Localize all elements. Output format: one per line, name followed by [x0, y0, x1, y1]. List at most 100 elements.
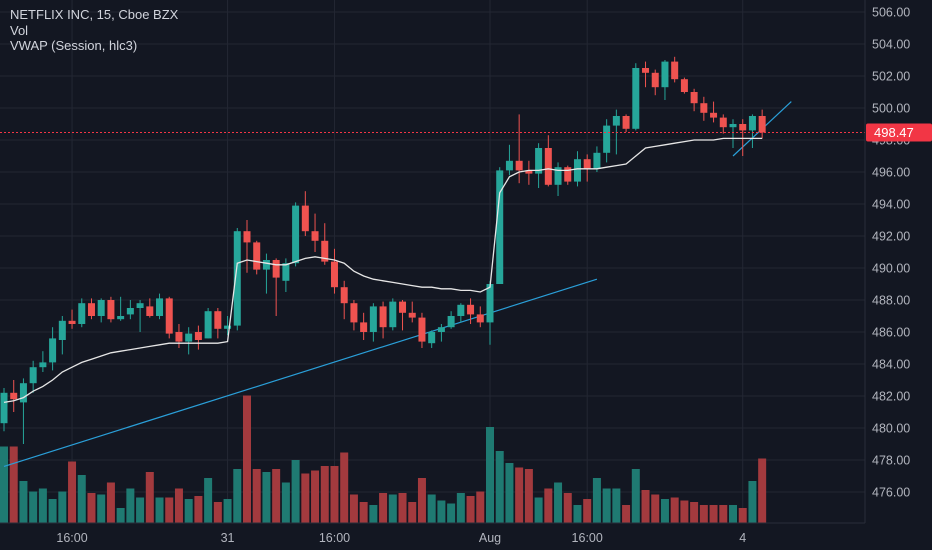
- volume-bar: [38, 488, 47, 523]
- candle-body: [389, 301, 397, 328]
- volume-bar: [349, 494, 358, 523]
- volume-bar: [213, 502, 222, 523]
- candle-body: [58, 320, 66, 340]
- volume-bar: [680, 500, 689, 523]
- candle-body: [272, 260, 280, 278]
- candle-body: [729, 124, 737, 128]
- volume-bar: [77, 475, 86, 523]
- candle-body: [10, 392, 18, 400]
- volume-bar: [758, 458, 767, 523]
- candle-body: [700, 103, 708, 113]
- volume-bar: [223, 499, 232, 523]
- candle-body: [603, 125, 611, 153]
- volume-bar: [670, 497, 679, 523]
- time-axis-background: [0, 523, 932, 550]
- volume-bar: [427, 494, 436, 523]
- volume-bar: [106, 482, 115, 523]
- time-axis[interactable]: 16:00 31 16:00 Aug 16:00 4: [56, 531, 746, 545]
- volume-bar: [204, 478, 213, 523]
- candle-body: [554, 167, 562, 185]
- candle-body: [369, 306, 377, 332]
- volume-bar: [291, 460, 300, 523]
- volume-bar: [534, 497, 543, 523]
- volume-bar: [447, 503, 456, 523]
- volume-bar: [262, 472, 271, 523]
- candle-body: [301, 205, 309, 232]
- candle-body: [126, 308, 134, 315]
- volume-bar: [388, 494, 397, 523]
- time-tick-label: Aug: [479, 531, 501, 545]
- candle-body: [593, 152, 601, 169]
- last-price-badge: 498.47: [866, 123, 932, 142]
- volume-bar: [719, 505, 728, 523]
- volume-bar: [729, 505, 737, 523]
- time-tick-label: 16:00: [572, 531, 603, 545]
- candle-body: [515, 160, 523, 171]
- candle-body: [671, 61, 679, 80]
- volume-bar: [524, 469, 533, 523]
- candle-body: [476, 314, 484, 323]
- volume-bar: [87, 493, 96, 523]
- candle-body: [457, 304, 465, 316]
- candle-body: [651, 72, 659, 88]
- candle-body: [447, 316, 455, 328]
- volume-bar: [544, 488, 553, 523]
- volume-bar: [398, 493, 407, 523]
- time-tick-label: 4: [739, 531, 746, 545]
- price-tick-label: 502.00: [872, 70, 910, 84]
- candle-body: [0, 392, 8, 424]
- volume-bar: [505, 463, 514, 523]
- volume-bar: [408, 502, 417, 523]
- candle-body: [632, 68, 640, 129]
- price-tick-label: 486.00: [872, 326, 910, 340]
- volume-bar: [466, 496, 475, 523]
- symbol-title[interactable]: NETFLIX INC, 15, Cboe BZX: [10, 7, 179, 22]
- candle-body: [496, 170, 504, 284]
- candle-body: [486, 284, 494, 323]
- time-tick-label: 16:00: [319, 531, 350, 545]
- volume-bar: [68, 461, 77, 523]
- volume-bar: [359, 502, 368, 523]
- candle-body: [573, 159, 581, 182]
- volume-bar: [145, 472, 154, 523]
- volume-bar: [641, 490, 650, 523]
- candle-body: [78, 303, 86, 324]
- price-tick-label: 500.00: [872, 102, 910, 116]
- volume-bar: [456, 493, 465, 523]
- candle-body: [29, 367, 37, 384]
- volume-bar: [592, 478, 601, 523]
- candle-body: [350, 303, 358, 323]
- price-tick-label: 506.00: [872, 6, 910, 20]
- volume-bar: [417, 478, 426, 523]
- candle-body: [321, 240, 329, 262]
- price-axis[interactable]: 476.00 478.00 480.00 482.00 484.00 486.00 488.…: [872, 6, 910, 500]
- candle-body: [253, 242, 261, 270]
- volume-bar: [0, 446, 8, 523]
- volume-bar: [116, 508, 125, 523]
- candle-body: [408, 312, 416, 318]
- vwap-indicator-label[interactable]: VWAP (Session, hlc3): [10, 38, 138, 53]
- volume-bar: [699, 505, 708, 523]
- candle-body: [544, 148, 552, 185]
- volume-indicator-label[interactable]: Vol: [10, 22, 29, 38]
- volume-bar: [573, 505, 582, 523]
- volume-bar: [486, 427, 494, 523]
- candle-body: [97, 300, 105, 316]
- candle-body: [758, 116, 766, 133]
- volume-bar: [174, 488, 183, 523]
- last-price-badge-bg: [866, 123, 932, 142]
- candle-body: [379, 306, 387, 328]
- candle-body: [214, 311, 222, 329]
- volume-bar: [437, 500, 446, 523]
- volume-bar: [48, 499, 57, 523]
- candle-body: [564, 167, 572, 182]
- candle-body: [418, 317, 426, 342]
- candle-body: [243, 231, 251, 243]
- volume-bar: [379, 493, 388, 523]
- volume-bar: [165, 497, 174, 523]
- volume-bar: [19, 481, 28, 523]
- candle-body: [185, 333, 193, 342]
- chart-legend: NETFLIX INC, 15, Cboe BZX Vol VWAP (Sess…: [10, 7, 178, 54]
